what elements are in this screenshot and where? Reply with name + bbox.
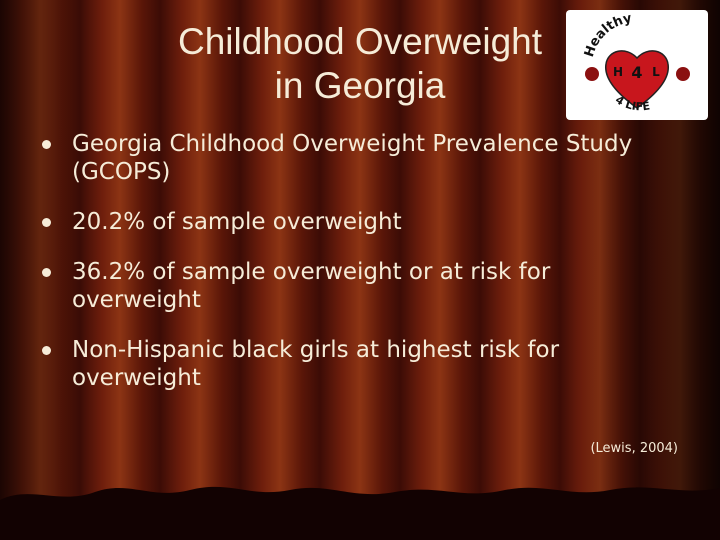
bullet-item: Georgia Childhood Overweight Prevalence … [40,130,642,186]
title-line: Childhood Overweight [177,21,543,62]
logo-number: 4 [631,63,642,82]
bullet-dot [42,140,51,149]
logo-letter: L [652,65,660,79]
title-line: in Georgia [274,65,446,106]
citation: (Lewis, 2004) [590,441,678,456]
logo-figure [585,67,599,81]
curtain-bottom [0,486,720,540]
slide-title: Childhood Overweight in Georgia [130,20,590,108]
logo-letter: H [613,65,623,79]
bullet-item: 36.2% of sample overweight or at risk fo… [40,258,642,314]
bullet-item: 20.2% of sample overweight [40,208,642,236]
bullet-list: Georgia Childhood Overweight Prevalence … [40,130,660,414]
bullet-dot [42,268,51,277]
bullet-text: Non-Hispanic black girls at highest risk… [72,337,560,391]
bullet-text: 36.2% of sample overweight or at risk fo… [72,259,551,313]
bullet-dot [42,218,51,227]
logo-figure [676,67,690,81]
bullet-text: 20.2% of sample overweight [72,209,402,235]
logo-heart [604,50,670,109]
bullet-dot [42,346,51,355]
bullet-text: Georgia Childhood Overweight Prevalence … [72,131,633,185]
bullet-item: Non-Hispanic black girls at highest risk… [40,336,642,392]
